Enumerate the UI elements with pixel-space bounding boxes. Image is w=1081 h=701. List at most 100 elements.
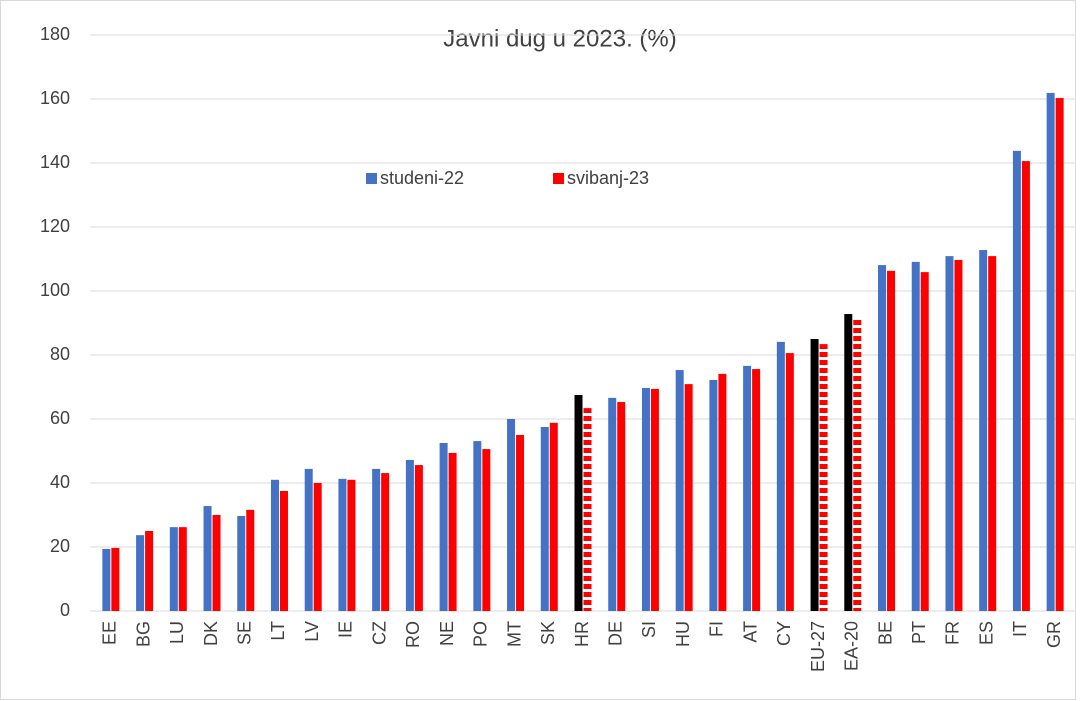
x-tick-label: IE [336,621,356,638]
bar [178,527,187,611]
x-tick-label: FR [943,621,963,645]
bar [650,388,659,611]
bar [819,344,828,611]
bar [743,365,752,611]
bar [945,256,954,611]
bar [516,435,525,611]
x-tick-label: FI [707,621,727,637]
bar [482,449,491,611]
y-tick-label: 60 [50,408,70,428]
bar [617,402,626,611]
x-tick-label: GR [1044,621,1064,648]
bar [347,479,356,611]
chart-title: Javni dug u 2023. (%) [443,25,676,52]
bar [887,270,896,611]
x-tick-label: EU-27 [808,621,828,672]
bar [988,256,997,611]
bar [246,509,255,611]
bar [709,379,718,611]
x-tick-label: BG [133,621,153,647]
bar [718,373,727,611]
x-tick-label: HU [673,621,693,647]
x-tick-label: EA-20 [842,621,862,671]
bar [136,535,145,611]
bar [145,531,154,611]
bar [102,548,111,611]
bar [237,515,246,611]
bar [954,259,963,611]
bar [1046,92,1055,612]
bar [810,339,819,611]
x-tick-label: SK [538,621,558,645]
bar [1012,150,1021,611]
bar [414,465,423,611]
x-tick-label: PT [909,621,929,644]
bar [540,427,549,611]
bar [507,419,516,611]
bar [549,422,558,611]
legend-label: svibanj-23 [567,168,649,188]
y-tick-label: 120 [40,216,70,236]
bar [313,483,322,611]
x-tick-label: NE [437,621,457,646]
bar [574,395,583,611]
x-tick-label: DE [605,621,625,646]
bar [203,506,212,611]
y-tick-label: 0 [60,600,70,620]
y-tick-label: 100 [40,280,70,300]
bar [675,370,684,611]
bar [270,479,279,611]
x-tick-label: CZ [369,621,389,645]
x-tick-label: LV [302,621,322,642]
bar [752,369,761,611]
x-tick-label: BE [875,621,895,645]
legend-label: studeni-22 [380,168,464,188]
bar [1021,161,1030,611]
y-tick-label: 180 [40,24,70,44]
bar [785,353,794,611]
x-tick-label: PO [471,621,491,647]
x-tick-label: SI [639,621,659,638]
bar [473,441,482,611]
x-tick-label: LU [167,621,187,644]
bar [608,397,617,611]
y-tick-label: 80 [50,344,70,364]
x-tick-label: CY [774,621,794,646]
x-tick-label: LT [268,621,288,641]
bar [684,384,693,611]
bar [304,468,313,611]
x-tick-label: SE [235,621,255,645]
y-tick-label: 20 [50,536,70,556]
bar [111,547,120,611]
bar [212,515,221,611]
x-tick-label: ES [976,621,996,645]
x-tick-label: EE [100,621,120,645]
bar [169,527,178,611]
x-tick-label: AT [740,621,760,643]
y-tick-label: 40 [50,472,70,492]
x-tick-label: IT [1010,621,1030,637]
legend-swatch [553,173,564,184]
bar [448,452,457,611]
bar [439,443,448,611]
bar [405,459,414,611]
bar [878,265,887,611]
bar [641,387,650,611]
legend-swatch [366,173,377,184]
bar [338,478,347,611]
bar [372,468,381,611]
bar [979,250,988,612]
bar [381,473,390,611]
bar [776,341,785,611]
x-tick-label: RO [403,621,423,648]
x-tick-label: MT [504,621,524,647]
bar [583,408,592,611]
bar [853,319,862,611]
y-tick-label: 160 [40,88,70,108]
x-tick-label: DK [201,621,221,646]
bar [1055,98,1064,612]
bar [911,261,920,611]
